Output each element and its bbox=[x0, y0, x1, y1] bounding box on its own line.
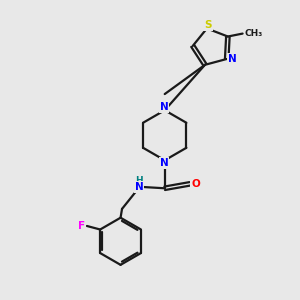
Text: N: N bbox=[160, 158, 169, 168]
Text: F: F bbox=[78, 221, 85, 231]
Text: N: N bbox=[135, 182, 143, 192]
Text: H: H bbox=[135, 176, 143, 185]
Text: CH₃: CH₃ bbox=[244, 29, 262, 38]
Text: S: S bbox=[204, 20, 212, 30]
Text: O: O bbox=[191, 179, 200, 189]
Text: N: N bbox=[160, 102, 169, 112]
Text: N: N bbox=[228, 54, 236, 64]
